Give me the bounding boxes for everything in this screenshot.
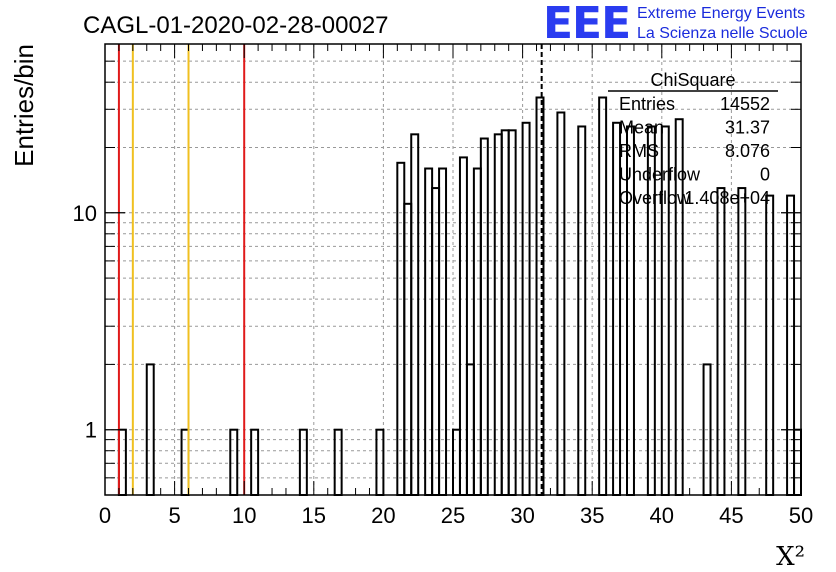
stats-label: Underflow bbox=[619, 165, 701, 185]
stats-label: RMS bbox=[619, 141, 659, 161]
stats-label: Mean bbox=[619, 118, 664, 138]
x-tick-label: 35 bbox=[580, 503, 604, 528]
x-tick-label: 5 bbox=[168, 503, 180, 528]
histogram-bin bbox=[424, 167, 434, 497]
stats-value: 8.076 bbox=[725, 141, 770, 161]
y-tick-label: 10 bbox=[73, 201, 97, 226]
stats-value: 14552 bbox=[720, 94, 770, 114]
histogram-bin bbox=[507, 129, 517, 496]
stats-value: 31.37 bbox=[725, 118, 770, 138]
x-tick-label: 0 bbox=[99, 503, 111, 528]
histogram-bin bbox=[410, 133, 420, 496]
histogram-bin bbox=[472, 167, 482, 497]
eee-logo: EEE bbox=[543, 0, 631, 49]
x-axis-label: X² bbox=[776, 542, 805, 572]
eee-caption: Extreme Energy Events La Scienza nelle S… bbox=[637, 4, 808, 44]
y-tick-label: 1 bbox=[85, 418, 97, 443]
x-tick-label: 30 bbox=[510, 503, 534, 528]
x-tick-label: 20 bbox=[371, 503, 395, 528]
stats-label: Entries bbox=[619, 94, 675, 114]
x-tick-label: 45 bbox=[719, 503, 743, 528]
histogram-bin bbox=[493, 133, 503, 496]
chart-title: CAGL-01-2020-02-28-00027 bbox=[83, 12, 389, 39]
histogram-bin bbox=[598, 96, 608, 497]
histogram-bin bbox=[786, 194, 796, 496]
stats-value: 0 bbox=[760, 165, 770, 185]
eee-caption-line1: Extreme Energy Events bbox=[637, 5, 806, 22]
histogram-bin bbox=[500, 129, 510, 496]
histogram-bin bbox=[403, 202, 413, 496]
histogram-bin bbox=[438, 167, 448, 497]
x-tick-label: 10 bbox=[232, 503, 256, 528]
stats-label: Overflow bbox=[619, 188, 691, 208]
histogram-bin bbox=[479, 137, 489, 496]
stats-box-title: ChiSquare bbox=[650, 70, 735, 90]
x-tick-label: 40 bbox=[650, 503, 674, 528]
histogram-bin bbox=[765, 194, 775, 496]
histogram-bin bbox=[556, 111, 566, 497]
x-tick-label: 25 bbox=[441, 503, 465, 528]
eee-caption-line2: La Scienza nelle Scuole bbox=[637, 25, 808, 42]
stats-value: 1.408e+04 bbox=[684, 188, 770, 208]
y-axis-label: Entries/bin bbox=[9, 44, 39, 167]
x-tick-label: 15 bbox=[302, 503, 326, 528]
x-tick-label: 50 bbox=[789, 503, 813, 528]
